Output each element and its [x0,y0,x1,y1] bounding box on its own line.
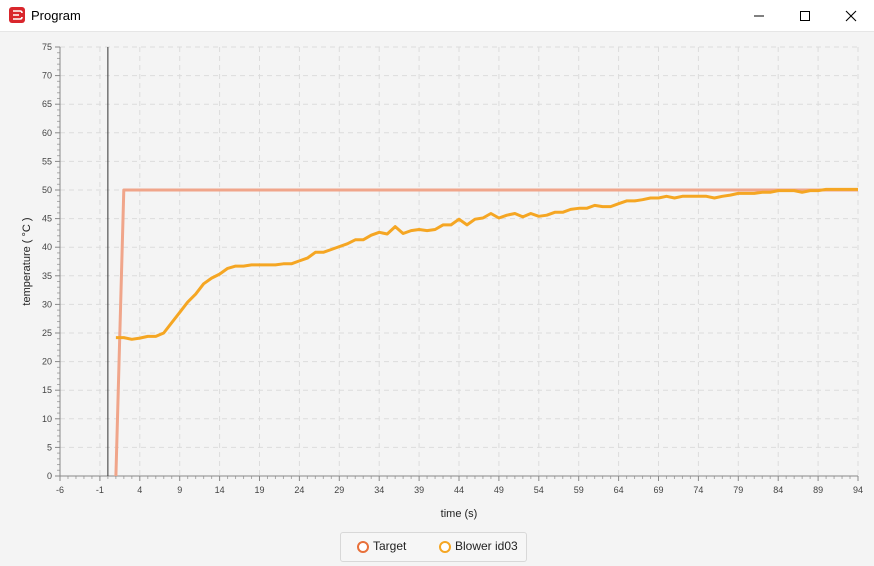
y-tick-label: 70 [42,71,52,81]
series-line-target [114,188,858,477]
x-tick-label: 54 [534,485,544,495]
y-tick-label: 55 [42,156,52,166]
y-axis-title: temperature ( °C ) [21,217,33,305]
y-tick-label: 65 [42,99,52,109]
x-tick-label: 79 [733,485,743,495]
y-tick-label: 10 [42,414,52,424]
x-tick-label: 29 [334,485,344,495]
x-tick-label: 14 [215,485,225,495]
y-tick-label: 60 [42,128,52,138]
x-tick-label: 89 [813,485,823,495]
x-tick-label: 94 [853,485,863,495]
y-tick-label: 75 [42,42,52,52]
x-tick-label: 34 [374,485,384,495]
axis-ticks [55,46,859,481]
x-axis-title: time (s) [441,508,478,520]
x-tick-label: 39 [414,485,424,495]
series-group [114,187,858,477]
chart-legend: Target Blower id03 [340,532,527,562]
maximize-button[interactable] [782,0,828,31]
window-titlebar: Program [0,0,874,32]
x-tick-label: 9 [177,485,182,495]
y-tick-label: 40 [42,242,52,252]
y-tick-label: 30 [42,299,52,309]
minimize-button[interactable] [736,0,782,31]
x-tick-label: 84 [773,485,783,495]
y-tick-label: 0 [47,471,52,481]
legend-marker-icon [439,541,451,553]
legend-label: Target [373,539,407,553]
legend-marker-icon [357,541,369,553]
app-logo-icon [9,7,25,23]
series-line-blower [115,187,858,341]
y-tick-label: 25 [42,328,52,338]
x-tick-label: 44 [454,485,464,495]
x-tick-label: 24 [294,485,304,495]
maximize-icon [800,11,810,21]
plot-background [60,47,858,476]
x-tick-label: -1 [96,485,104,495]
temperature-chart: -6 -1 4 9 14 19 24 29 34 39 44 49 54 59 64 69 74 79 84 89 94… [21,42,863,520]
x-tick-label: 64 [614,485,624,495]
window-title: Program [31,8,81,23]
x-tick-label: -6 [56,485,64,495]
x-tick-label: 69 [653,485,663,495]
tick-labels: -6 -1 4 9 14 19 24 29 34 39 44 49 54 59 64 69 74 79 84 89 94… [42,42,863,495]
y-tick-label: 20 [42,357,52,367]
minimize-icon [754,15,764,17]
x-tick-label: 74 [693,485,703,495]
x-tick-label: 4 [137,485,142,495]
close-icon [845,10,857,22]
x-tick-label: 49 [494,485,504,495]
y-tick-label: 15 [42,385,52,395]
y-tick-label: 5 [47,442,52,452]
y-tick-label: 45 [42,214,52,224]
x-tick-label: 19 [254,485,264,495]
close-button[interactable] [828,0,874,31]
y-tick-label: 50 [42,185,52,195]
x-tick-label: 59 [574,485,584,495]
legend-label: Blower id03 [455,539,518,553]
y-tick-label: 35 [42,271,52,281]
